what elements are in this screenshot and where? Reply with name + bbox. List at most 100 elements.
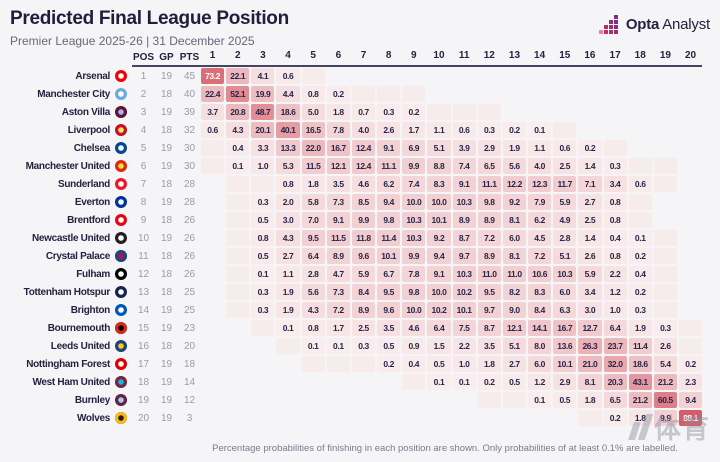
prob-cell: 4.3 xyxy=(226,122,250,138)
prob-cell: 0.1 xyxy=(226,158,250,174)
prob-cell: 2.3 xyxy=(678,374,703,390)
prob-cell xyxy=(629,122,652,138)
prob-cell: 26.3 xyxy=(578,338,602,354)
prob-cell xyxy=(604,86,627,102)
brand-name-regular: Analyst xyxy=(662,15,710,33)
prob-cell: 8.3 xyxy=(427,176,451,192)
prob-cell: 9.1 xyxy=(452,176,476,192)
prob-cell: 4.6 xyxy=(351,176,376,192)
prob-cell: 16.7 xyxy=(326,140,350,156)
prob-cell xyxy=(503,68,526,84)
team-row: Tottenham Hotspur 13 18 25 0.3 1.9 5.6 7.3 8.4 9.… xyxy=(10,283,702,301)
prob-cell: 3.5 xyxy=(477,338,501,354)
stat-pts: 26 xyxy=(183,214,196,226)
prob-cell: 8.7 xyxy=(452,230,476,246)
prob-cell: 0.3 xyxy=(603,158,627,174)
prob-cell xyxy=(402,68,425,84)
stat-pts: 30 xyxy=(183,142,196,154)
prob-cell xyxy=(251,338,274,354)
prob-cell: 9.9 xyxy=(402,248,426,264)
prob-cell: 10.3 xyxy=(452,194,476,210)
footnote: Percentage probabilities of finishing in… xyxy=(212,443,678,454)
stat-gp: 18 xyxy=(160,286,173,298)
prob-cell: 1.7 xyxy=(402,122,426,138)
prob-cell xyxy=(201,284,224,300)
prob-cell: 10.1 xyxy=(553,356,577,372)
prob-cell: 2.6 xyxy=(377,122,401,138)
prob-cell xyxy=(352,374,375,390)
prob-cell: 12.7 xyxy=(578,320,602,336)
stat-pts: 32 xyxy=(183,124,196,136)
prob-cell: 6.4 xyxy=(301,248,325,264)
prob-cell: 10.0 xyxy=(402,302,426,318)
prob-cell: 0.2 xyxy=(628,248,652,264)
watermark-logo-icon xyxy=(628,413,654,440)
prob-cell: 12.2 xyxy=(502,176,527,192)
prob-cell xyxy=(326,356,350,372)
prob-cell xyxy=(628,158,652,174)
prob-cell: 6.0 xyxy=(528,356,552,372)
prediction-table: POS GP PTS 1 2 3 4 5 6 7 8 9 10 11 12 13 14 15 16 17 18 19 20 … xyxy=(10,49,703,427)
stat-pts: 3 xyxy=(186,412,193,424)
col-header-position-20: 20 xyxy=(684,49,697,61)
prob-cell: 10.1 xyxy=(377,248,401,264)
team-row: Aston Villa 3 19 39 3.7 20.8 48.7 18.6 5.0 1.8 0.7… xyxy=(10,103,702,121)
prob-cell: 8.4 xyxy=(528,302,552,318)
stat-pts: 28 xyxy=(183,196,196,208)
prob-cell xyxy=(679,284,702,300)
prob-cell: 0.2 xyxy=(678,356,703,372)
prob-cell: 6.4 xyxy=(603,320,627,336)
club-crest-icon xyxy=(110,214,132,226)
prob-cell xyxy=(628,212,652,228)
team-row: Newcastle United 10 19 26 0.8 4.3 9.5 11.5 11.8 1… xyxy=(10,229,702,247)
prob-cell xyxy=(654,86,677,102)
stat-gp: 19 xyxy=(160,358,173,370)
team-name: Fulham xyxy=(76,268,110,280)
prob-cell: 60.5 xyxy=(653,392,677,408)
prob-cell: 4.3 xyxy=(301,302,325,318)
prob-cell: 9.9 xyxy=(402,158,426,174)
prob-cell xyxy=(679,122,702,138)
team-name: Manchester United xyxy=(25,160,111,172)
col-header-gp: GP xyxy=(159,52,174,63)
prob-cell: 6.9 xyxy=(402,140,426,156)
prob-cell: 20.8 xyxy=(226,104,250,120)
prob-cell xyxy=(528,410,551,426)
prob-cell: 48.7 xyxy=(251,104,275,120)
prob-cell: 0.2 xyxy=(603,410,627,426)
prob-cell xyxy=(226,410,249,426)
prob-cell xyxy=(226,302,250,318)
stat-pos: 18 xyxy=(137,376,150,388)
prob-cell xyxy=(427,68,450,84)
prob-cell: 0.9 xyxy=(402,338,426,354)
col-header-pos: POS xyxy=(132,52,155,63)
club-crest-icon xyxy=(110,286,132,298)
prob-cell: 1.8 xyxy=(477,356,501,372)
prob-cell xyxy=(679,212,702,228)
prob-cell: 7.2 xyxy=(326,302,350,318)
prob-cell: 4.5 xyxy=(528,230,552,246)
prob-cell: 5.6 xyxy=(301,284,325,300)
prob-cell xyxy=(251,356,274,372)
watermark-text: 体育 xyxy=(654,414,710,444)
col-header-position-7: 7 xyxy=(360,49,367,61)
prob-cell: 1.8 xyxy=(578,392,602,408)
prob-cell: 0.1 xyxy=(427,374,451,390)
stat-pos: 5 xyxy=(140,142,147,154)
prob-cell xyxy=(629,140,652,156)
prob-cell: 0.3 xyxy=(477,122,501,138)
prob-cell: 0.3 xyxy=(351,338,376,354)
prob-cell xyxy=(679,158,702,174)
prob-cell: 3.4 xyxy=(603,176,627,192)
prob-cell: 2.0 xyxy=(276,194,300,210)
prob-cell xyxy=(553,410,576,426)
team-row: Fulham 12 18 26 0.1 1.1 2.8 4.7 5.9 6.7 7.8 9.1 10.3… xyxy=(10,265,702,283)
prob-cell: 11.4 xyxy=(377,230,401,246)
club-crest-icon xyxy=(110,160,132,172)
prob-cell: 0.6 xyxy=(201,122,225,138)
prob-cell xyxy=(377,410,400,426)
prob-cell: 88.1 xyxy=(678,410,703,426)
team-name: Bournemouth xyxy=(47,322,111,334)
prob-cell: 6.7 xyxy=(377,266,401,282)
prob-cell xyxy=(578,104,601,120)
